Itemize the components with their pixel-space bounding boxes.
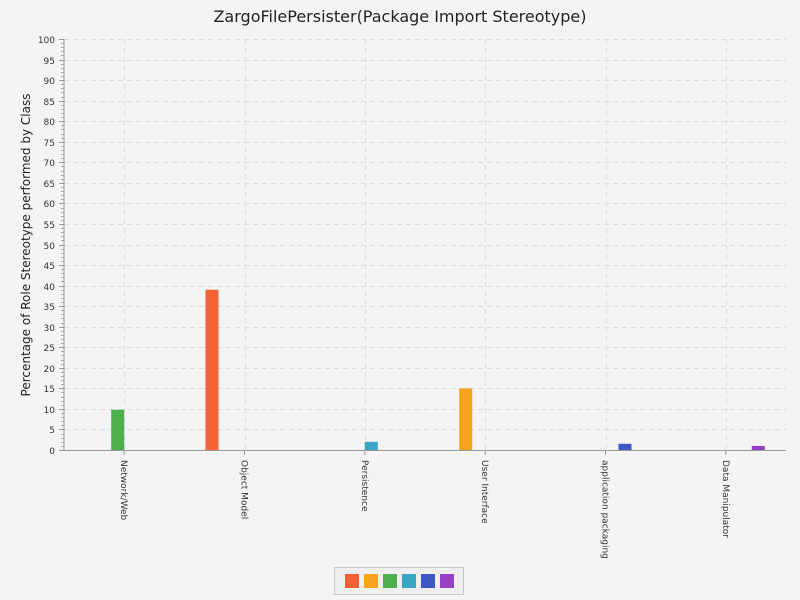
x-tick-label: Data Manipulator [720, 460, 730, 538]
legend-swatch [363, 574, 378, 588]
y-tick-label: 65 [44, 180, 55, 190]
y-axis-label: Percentage of Role Stereotype performed … [19, 94, 33, 397]
bar [205, 289, 219, 450]
y-tick-label: 80 [44, 118, 56, 128]
y-tick-label: 50 [44, 242, 56, 252]
y-tick-label: 35 [44, 303, 55, 313]
y-tick-label: 20 [44, 365, 56, 375]
legend-swatch [382, 574, 397, 588]
legend-swatch [420, 574, 435, 588]
x-tick-label: Persistence [359, 460, 369, 512]
y-tick-label: 60 [44, 200, 56, 210]
legend-swatch [439, 574, 454, 588]
bar [111, 409, 125, 450]
x-tick-label: User Interface [479, 460, 489, 524]
y-tick-label: 45 [44, 262, 55, 272]
legend [334, 567, 464, 595]
x-tick-label: application packaging [600, 460, 610, 559]
x-axis-ticks: Network/Web Object Model Persistence User I… [118, 450, 730, 559]
bar [364, 441, 378, 450]
y-tick-label: 40 [44, 283, 56, 293]
bar [618, 443, 632, 450]
grid-lines [64, 39, 786, 450]
bar [459, 388, 473, 450]
y-tick-label: 10 [44, 406, 56, 416]
bars [111, 289, 765, 450]
y-tick-label: 90 [44, 77, 56, 87]
y-tick-label: 75 [44, 139, 55, 149]
chart-title: ZargoFilePersister(Package Import Stereo… [213, 7, 587, 26]
y-tick-label: 55 [44, 221, 55, 231]
y-tick-label: 100 [38, 36, 55, 46]
y-tick-label: 70 [44, 159, 56, 169]
x-tick-label: Object Model [239, 460, 249, 519]
legend-swatch [344, 574, 359, 588]
y-tick-label: 85 [44, 98, 55, 108]
y-tick-label: 95 [44, 57, 55, 67]
bar [751, 445, 765, 450]
y-tick-label: 5 [49, 426, 55, 436]
y-axis-ticks: 0 5 10 15 20 25 30 35 40 45 50 55 60 65 70 75 80 85 90 95 10… [38, 36, 64, 457]
legend-swatch [401, 574, 416, 588]
x-tick-label: Network/Web [118, 460, 128, 521]
y-tick-label: 25 [44, 344, 55, 354]
y-tick-label: 0 [49, 447, 55, 457]
y-tick-label: 30 [44, 324, 56, 334]
y-tick-label: 15 [44, 385, 55, 395]
